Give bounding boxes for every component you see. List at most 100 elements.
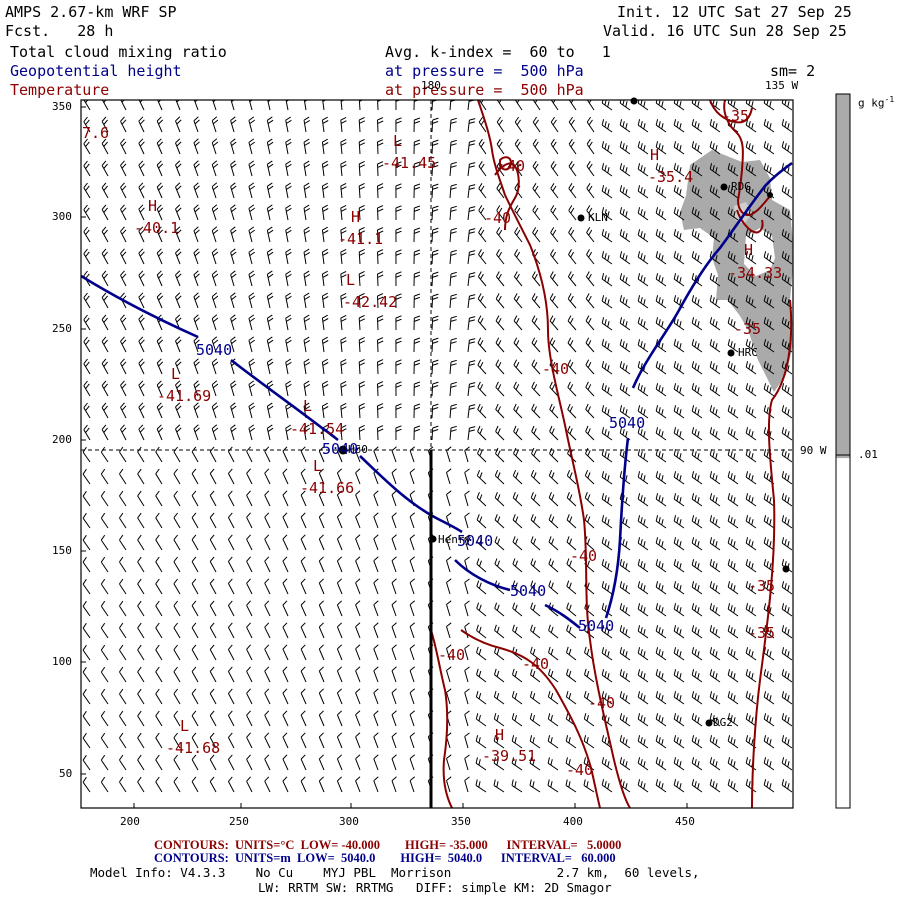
extremum-value: -41.68 — [166, 739, 221, 757]
colorbar-fill — [836, 94, 850, 459]
extremum-marker: H — [148, 197, 158, 215]
height-label: 5040 — [510, 582, 547, 600]
temp-label: -40 — [484, 209, 512, 227]
valid-time: Valid. 16 UTC Sun 28 Sep 25 — [603, 22, 847, 40]
x-tick: 350 — [451, 815, 471, 828]
extremum-marker: L — [346, 271, 356, 289]
contour-minus35-east — [751, 299, 793, 808]
reference-lines — [81, 100, 793, 808]
station-dot — [705, 719, 713, 727]
temp-pressure: at pressure = 500 hPa — [385, 81, 584, 99]
temp-label: -35 — [748, 624, 776, 642]
contour-minus40-main — [477, 100, 631, 808]
station-label: DG2 — [713, 716, 733, 729]
k-index-range: Avg. k-index = 60 to 1 — [385, 43, 611, 61]
smoothing-label: sm= 2 — [770, 62, 816, 80]
contour-5040-a — [81, 274, 199, 339]
contour-minus35-top — [709, 100, 753, 124]
temp-label: -40 — [566, 761, 594, 779]
extremum-value: -40.1 — [134, 219, 180, 237]
contour-5040-e — [544, 603, 581, 630]
colorbar — [835, 93, 851, 809]
x-tick: 300 — [339, 815, 359, 828]
map-frame — [80, 99, 794, 809]
extremum-marker: H — [351, 208, 361, 226]
contour-5040-f — [604, 437, 630, 619]
contour-minus40-mid — [460, 629, 601, 808]
colorbar-label: .01 — [858, 448, 878, 461]
extremum-marker: H — [495, 726, 505, 744]
height-label: 5040 — [196, 341, 233, 359]
y-tick: 300 — [52, 210, 72, 223]
contour-5040-c — [359, 455, 463, 534]
temp-label: -40 — [588, 694, 616, 712]
station-label: RDG — [731, 180, 751, 193]
model-title: AMPS 2.67-km WRF SP — [5, 3, 177, 21]
height-pressure: at pressure = 500 hPa — [385, 62, 584, 80]
extremum-value: 7.6 — [82, 124, 110, 142]
station-dot — [727, 349, 735, 357]
y-tick: 100 — [52, 655, 72, 668]
station-label: HRC — [738, 346, 758, 359]
field-height-title: Geopotential height — [10, 62, 182, 80]
axis-ticks — [81, 106, 688, 808]
extremum-marker: L — [393, 132, 403, 150]
height-contours — [81, 161, 793, 630]
height-label: 5040 — [609, 414, 646, 432]
station-dot — [630, 97, 638, 105]
temp-contour-info: CONTOURS: UNITS=°C LOW= -40.000 HIGH= -3… — [154, 838, 622, 852]
cloud-clear-hole — [744, 228, 775, 276]
temp-label: -40 — [438, 646, 466, 664]
station-dot — [429, 535, 437, 543]
extremum-marker: H — [650, 146, 660, 164]
wind-barb-field — [82, 100, 793, 793]
station-markers — [338, 97, 790, 727]
y-tick: 50 — [59, 767, 73, 780]
y-tick: 250 — [52, 322, 72, 335]
contour-5040-b — [230, 358, 339, 442]
temp-label: -40 — [542, 360, 570, 378]
extremum-value: -42.42 — [343, 293, 398, 311]
y-tick: 150 — [52, 544, 72, 557]
extremum-marker: H — [744, 241, 754, 259]
contour-minus40-loop — [494, 162, 520, 231]
wind-barbs — [82, 100, 793, 793]
extremum-value: -41.66 — [300, 479, 355, 497]
temp-label: -40 — [522, 655, 550, 673]
temp-label: -35 — [734, 320, 762, 338]
lon-135w-label: 135 W — [765, 79, 799, 92]
station-dot — [720, 183, 728, 191]
height-label: 5040 — [322, 440, 359, 458]
y-tick: 200 — [52, 433, 72, 446]
temperature-contours — [430, 100, 793, 808]
height-label: 5040 — [457, 532, 494, 550]
height-label: 5040 — [578, 617, 615, 635]
contour-5040-g — [631, 161, 793, 389]
x-tick: 200 — [120, 815, 140, 828]
station-dot — [338, 445, 348, 455]
temp-label: -35 — [722, 107, 750, 125]
field-temp-title: Temperature — [10, 81, 110, 99]
extremum-value: -41.69 — [157, 387, 212, 405]
station-label: KLN — [588, 211, 608, 224]
temp-label: -40 — [498, 157, 526, 175]
extremum-value: -39.51 — [482, 747, 537, 765]
extremum-marker: L — [171, 365, 181, 383]
extremum-marker: L — [303, 397, 313, 415]
field-cloud-title: Total cloud mixing ratio — [10, 43, 227, 61]
lon-180-label: 180 — [421, 79, 441, 92]
x-tick: 400 — [563, 815, 583, 828]
colorbar-unit: g kg-1 — [858, 95, 895, 110]
height-contour-info: CONTOURS: UNITS=m LOW= 5040.0 HIGH= 5040… — [154, 851, 616, 865]
extremum-value: -35.4 — [648, 168, 694, 186]
extremum-value: -41.54 — [290, 420, 345, 438]
temp-label: -40 — [570, 547, 598, 565]
station-dot — [577, 214, 585, 222]
contour-5040-d — [454, 559, 511, 592]
forecast-hour: Fcst. 28 h — [5, 22, 114, 40]
contour-minus35-ne — [723, 100, 773, 216]
station-dot — [782, 565, 790, 573]
lon-90w-label: 90 W — [800, 444, 827, 457]
extremum-marker: L — [313, 457, 323, 475]
